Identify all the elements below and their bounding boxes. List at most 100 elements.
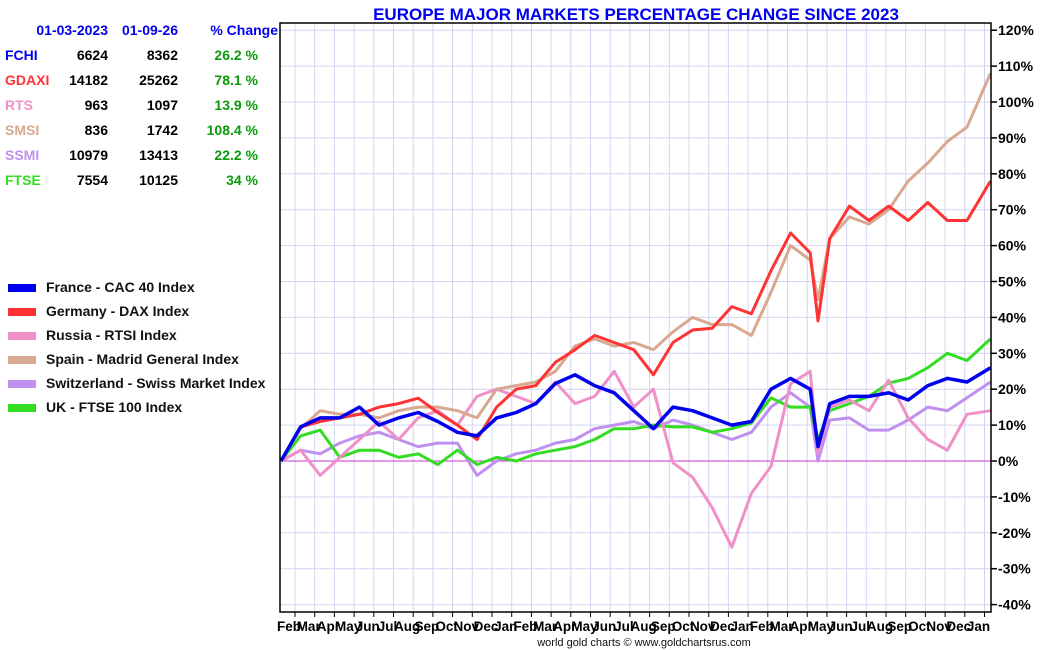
x-tick-label: Jul — [851, 619, 871, 634]
grid — [280, 23, 991, 612]
end-value: 1097 — [146, 97, 178, 113]
start-value: 836 — [84, 122, 108, 138]
x-tick-label: Dec — [946, 619, 971, 634]
series-line-spain — [279, 72, 992, 462]
start-value: 10979 — [69, 147, 108, 163]
end-value: 25262 — [139, 72, 178, 88]
x-tick-label: Dec — [474, 619, 499, 634]
x-tick-label: Apr — [317, 619, 341, 634]
end-value: 10125 — [139, 172, 178, 188]
symbol-label: FTSE — [5, 172, 41, 188]
chart-title: EUROPE MAJOR MARKETS PERCENTAGE CHANGE S… — [373, 5, 899, 24]
legend-swatch — [8, 308, 36, 316]
legend-label: UK - FTSE 100 Index — [46, 399, 183, 415]
series-line-france — [279, 366, 992, 462]
table-row: SSMI 10979 13413 22.2 % — [0, 147, 285, 167]
y-tick-label: 70% — [998, 202, 1027, 218]
x-tick-label: Nov — [454, 619, 480, 634]
table-header: 01-03-2023 01-09-26 % Change — [0, 22, 285, 42]
x-tick-label: Jan — [967, 619, 990, 634]
y-tick-label: 120% — [998, 22, 1034, 38]
legend-swatch — [8, 380, 36, 388]
y-tick-label: 110% — [998, 58, 1034, 74]
end-value: 1742 — [146, 122, 178, 138]
legend-label: Russia - RTSI Index — [46, 327, 177, 343]
x-tick-label: Apr — [553, 619, 577, 634]
x-tick-label: Sep — [887, 619, 912, 634]
x-tick-label: Sep — [415, 619, 440, 634]
header-start-date: 01-03-2023 — [36, 22, 108, 38]
x-tick-label: Oct — [672, 619, 695, 634]
x-tick-label: Mar — [533, 619, 558, 634]
table-row: SMSI 836 1742 108.4 % — [0, 122, 285, 142]
x-tick-label: Jun — [829, 619, 853, 634]
x-tick-label: Aug — [630, 619, 656, 634]
x-tick-label: Jan — [730, 619, 753, 634]
x-tick-label: Nov — [690, 619, 716, 634]
table-row: RTS 963 1097 13.9 % — [0, 97, 285, 117]
end-value: 13413 — [139, 147, 178, 163]
table-row: GDAXI 14182 25262 78.1 % — [0, 72, 285, 92]
change-value: 78.1 % — [214, 72, 258, 88]
y-tick-label: 100% — [998, 94, 1034, 110]
change-value: 26.2 % — [214, 47, 258, 63]
y-tick-label: 20% — [998, 381, 1027, 397]
x-tick-label: May — [808, 619, 835, 634]
x-tick-label: Aug — [867, 619, 893, 634]
x-tick-label: Jun — [592, 619, 616, 634]
header-change: % Change — [210, 22, 278, 38]
y-tick-label: -10% — [998, 489, 1031, 505]
symbol-label: GDAXI — [5, 72, 50, 88]
end-value: 8362 — [146, 47, 178, 63]
y-tick-label: 80% — [998, 166, 1027, 182]
x-tick-label: Dec — [710, 619, 735, 634]
y-tick-label: -30% — [998, 561, 1031, 577]
legend-label: Switzerland - Swiss Market Index — [46, 375, 266, 391]
y-tick-label: 50% — [998, 274, 1027, 290]
y-tick-label: 30% — [998, 345, 1027, 361]
x-tick-label: Jan — [494, 619, 517, 634]
x-tick-label: Apr — [790, 619, 814, 634]
y-tick-label: 90% — [998, 130, 1027, 146]
x-tick-label: Mar — [769, 619, 794, 634]
table-row: FCHI 6624 8362 26.2 % — [0, 47, 285, 67]
symbol-label: SMSI — [5, 122, 40, 138]
start-value: 963 — [84, 97, 108, 113]
x-tick-label: Jul — [378, 619, 398, 634]
x-tick-label: May — [335, 619, 362, 634]
legend-label: Germany - DAX Index — [46, 303, 190, 319]
x-tick-label: Oct — [908, 619, 931, 634]
legend-swatch — [8, 404, 36, 412]
legend-label: France - CAC 40 Index — [46, 279, 195, 295]
x-tick-label: Feb — [513, 619, 537, 634]
axes: FebMarAprMayJunJulAugSepOctNovDecJanFebM… — [277, 22, 1034, 634]
series-line-switzerland — [280, 380, 992, 477]
start-value: 14182 — [69, 72, 108, 88]
x-tick-label: Feb — [750, 619, 774, 634]
x-tick-label: Aug — [394, 619, 420, 634]
change-value: 108.4 % — [206, 122, 258, 138]
legend-swatch — [8, 356, 36, 364]
x-tick-label: Jul — [614, 619, 634, 634]
x-tick-label: Feb — [277, 619, 301, 634]
plot-frame — [279, 22, 992, 613]
x-tick-label: Mar — [297, 619, 322, 634]
y-tick-label: 0% — [998, 453, 1019, 469]
series-line-germany — [279, 180, 992, 462]
x-tick-label: Jun — [356, 619, 380, 634]
symbol-label: RTS — [5, 97, 33, 113]
change-value: 13.9 % — [214, 97, 258, 113]
start-value: 7554 — [76, 172, 108, 188]
y-tick-label: -20% — [998, 525, 1031, 541]
symbol-label: SSMI — [5, 147, 40, 163]
series-line-uk — [279, 337, 992, 467]
x-tick-label: May — [571, 619, 598, 634]
series-line-russia — [280, 369, 991, 549]
table-row: FTSE 7554 10125 34 % — [0, 172, 285, 192]
legend-swatch — [8, 284, 36, 292]
legend-label: Spain - Madrid General Index — [46, 351, 239, 367]
y-tick-label: 60% — [998, 238, 1027, 254]
x-tick-label: Nov — [926, 619, 952, 634]
y-tick-label: -40% — [998, 597, 1031, 613]
